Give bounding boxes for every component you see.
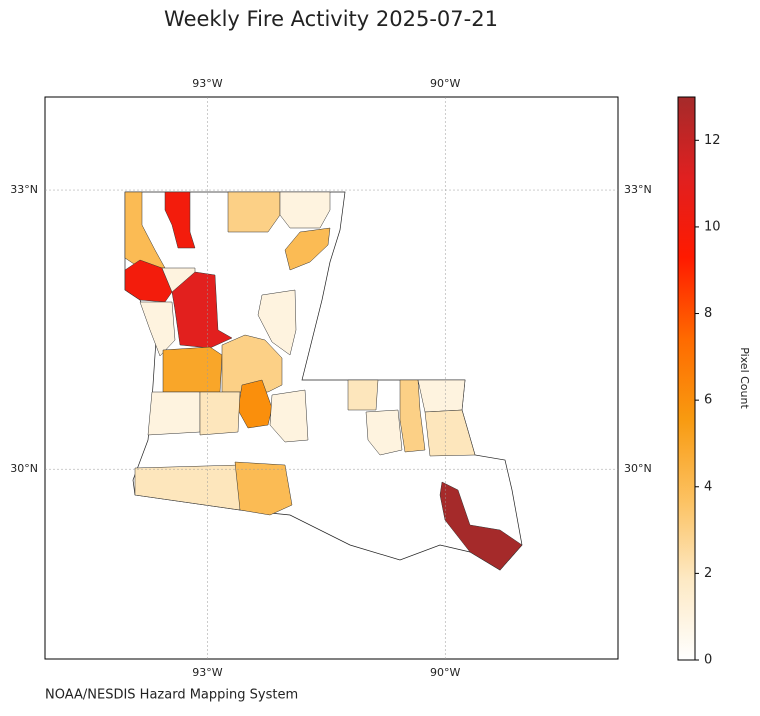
- lon-label: 90°W: [430, 666, 460, 679]
- parish: [124, 191, 166, 269]
- parish: [424, 409, 476, 457]
- map-frame: [44, 96, 619, 660]
- parish: [257, 289, 297, 356]
- parish: [347, 379, 379, 411]
- colorbar: [677, 96, 696, 661]
- lon-label: 93°W: [192, 666, 222, 679]
- parish: [139, 301, 176, 357]
- colorbar-tick-label: 2: [704, 566, 712, 581]
- lon-label: 93°W: [192, 77, 222, 90]
- parish: [199, 391, 241, 436]
- parish: [234, 461, 293, 516]
- colorbar-tick-label: 8: [704, 306, 712, 321]
- parish: [365, 409, 403, 456]
- lat-label: 33°N: [624, 183, 652, 196]
- source: NOAA/NESDIS Hazard Mapping System: [45, 688, 298, 703]
- parish: [227, 191, 281, 233]
- lon-label: 90°W: [430, 77, 460, 90]
- parish: [124, 259, 173, 303]
- parish: [284, 227, 331, 271]
- parish: [417, 379, 466, 413]
- parish: [439, 481, 523, 571]
- lat-label: 30°N: [10, 462, 38, 475]
- parish: [279, 191, 331, 229]
- colorbar-tick-label: 6: [704, 393, 712, 408]
- lat-label: 33°N: [10, 183, 38, 196]
- lat-label: 30°N: [624, 462, 652, 475]
- title: Weekly Fire Activity 2025-07-21: [164, 7, 498, 31]
- parish: [147, 391, 201, 436]
- colorbar-tick-label: 0: [704, 653, 712, 668]
- parish: [269, 389, 309, 443]
- colorbar-label: Pixel Count: [738, 347, 751, 409]
- colorbar-tick-label: 10: [704, 219, 721, 234]
- colorbar-tick-label: 4: [704, 479, 712, 494]
- parish: [164, 191, 196, 249]
- colorbar-tick-label: 12: [704, 133, 721, 148]
- parish: [134, 464, 241, 511]
- parish: [162, 346, 223, 393]
